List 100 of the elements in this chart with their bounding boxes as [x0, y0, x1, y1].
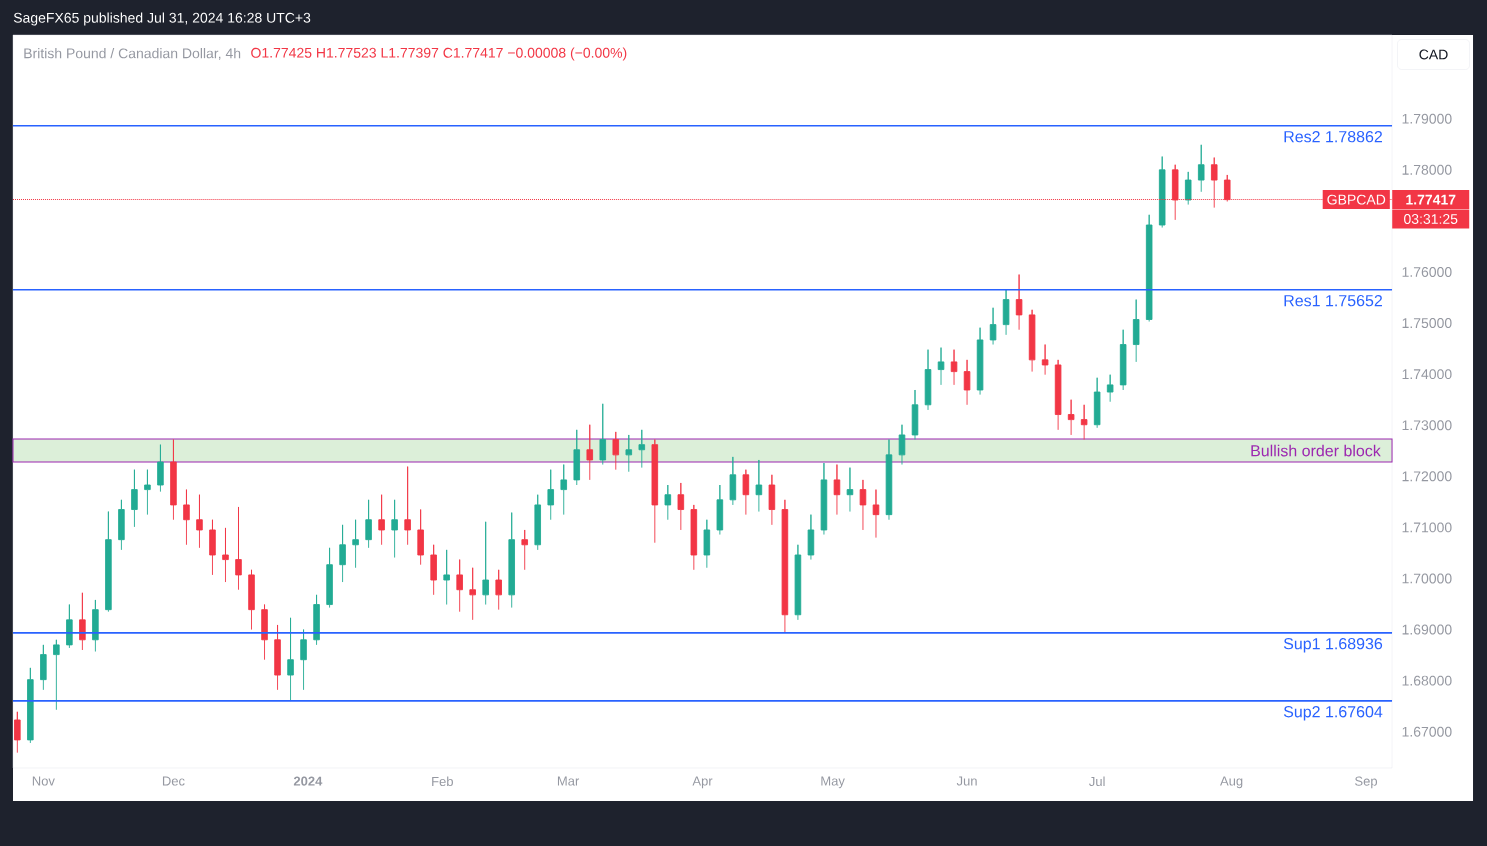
candlestick	[417, 509, 424, 566]
candlestick	[547, 469, 554, 521]
candlestick	[222, 527, 229, 583]
candlestick	[924, 349, 932, 411]
x-tick-label: Mar	[557, 776, 580, 786]
candlestick	[794, 544, 802, 621]
candlestick	[534, 494, 541, 551]
candlestick	[807, 514, 815, 561]
candlestick	[300, 629, 307, 691]
candlestick	[469, 567, 476, 621]
text: 1.77417	[1406, 194, 1456, 205]
y-tick-label: 1.70000	[1402, 573, 1452, 584]
candlestick	[1106, 374, 1114, 403]
candlestick	[209, 519, 216, 576]
candlestick	[430, 544, 437, 596]
candlestick	[66, 604, 73, 649]
band-label: Bullish order block	[1251, 444, 1381, 457]
candlestick	[105, 511, 112, 613]
x-tick-label: Nov	[32, 776, 55, 786]
y-tick-label: 1.71000	[1402, 522, 1452, 533]
candlestick	[235, 506, 242, 591]
candlestick	[92, 599, 99, 652]
candlestick	[1041, 344, 1049, 376]
candlestick	[378, 494, 385, 546]
y-tick-label: 1.72000	[1402, 471, 1452, 482]
ref-line-label: Sup1 1.68936	[1283, 638, 1383, 653]
x-tick-label: May	[821, 776, 845, 789]
ref-line-label: Res2 1.78862	[1284, 131, 1382, 143]
candlestick	[1002, 289, 1010, 336]
candlestick	[118, 499, 125, 551]
candlestick	[560, 464, 568, 516]
candlestick	[1015, 274, 1023, 331]
y-tick-label: 1.74000	[1402, 369, 1452, 380]
candlestick	[586, 424, 594, 481]
candlestick	[898, 424, 906, 466]
candlestick	[1197, 144, 1205, 193]
candlestick	[274, 624, 281, 691]
y-tick-label: 1.69000	[1402, 624, 1452, 635]
y-tick-label: 1.75000	[1402, 318, 1452, 329]
x-tick-label: Aug	[1220, 776, 1243, 789]
text: 03:31:25	[1404, 214, 1458, 224]
candlestick	[261, 604, 268, 661]
candlestick	[781, 499, 789, 634]
candlestick	[729, 456, 737, 506]
candlestick	[573, 429, 581, 486]
y-tick-label: 1.78000	[1402, 164, 1452, 175]
candlestick	[716, 484, 724, 536]
candlestick	[365, 499, 372, 549]
candlestick	[664, 484, 672, 521]
candlestick	[742, 469, 750, 516]
candlestick	[508, 512, 515, 609]
candlestick	[651, 439, 659, 544]
candlestick	[1028, 309, 1036, 373]
y-tick-label: 1.68000	[1402, 675, 1452, 686]
x-tick-label: Apr	[692, 776, 713, 789]
candlestick	[911, 389, 919, 440]
y-tick-label: 1.79000	[1402, 113, 1452, 124]
candlestick	[859, 479, 867, 531]
candlestick	[638, 429, 646, 469]
candlestick	[1184, 171, 1192, 206]
candlestick	[599, 403, 607, 466]
candlestick	[703, 519, 711, 569]
text: British Pound / Canadian Dollar, 4h	[24, 48, 241, 60]
y-tick-label: 1.76000	[1402, 267, 1452, 277]
candlestick	[976, 327, 984, 396]
candlestick	[1080, 404, 1088, 440]
candlestick	[989, 307, 997, 345]
candlestick	[846, 467, 854, 513]
candlestick	[950, 349, 958, 386]
ref-line-label: Res1 1.75652	[1284, 294, 1382, 307]
candlestick	[27, 667, 34, 744]
candlestick	[404, 466, 411, 546]
candlestick	[495, 569, 502, 611]
y-axis-title: CAD	[1419, 49, 1448, 60]
candlestick	[937, 347, 945, 386]
candlestick	[14, 711, 21, 754]
candlestick	[40, 644, 47, 691]
candlestick	[768, 474, 776, 526]
candlestick	[391, 499, 398, 558]
y-tick-label: 1.67000	[1402, 726, 1452, 737]
candlestick	[1132, 299, 1140, 363]
candlestick	[677, 482, 685, 531]
x-tick-label: Feb	[432, 776, 453, 787]
candlestick	[820, 462, 828, 536]
x-tick-label: Sep	[1355, 776, 1378, 789]
text: O1.77425 H1.77523 L1.77397 C1.77417 −0.00008 (−0.00%)	[251, 47, 627, 61]
candlestick	[963, 359, 971, 406]
y-tick-label: 1.73000	[1402, 420, 1452, 431]
text: SageFX65 published Jul 31, 2024 16:28 UTC+3	[13, 12, 311, 26]
candlestick	[196, 494, 203, 549]
candlestick	[144, 469, 151, 516]
candlestick	[326, 547, 333, 609]
x-tick-label: Dec	[162, 776, 185, 786]
candlestick	[1067, 399, 1075, 436]
candlestick	[248, 569, 255, 631]
ref-line-label: Sup2 1.67604	[1283, 706, 1383, 721]
candlestick	[131, 469, 138, 528]
candlestick	[1093, 377, 1101, 429]
candlestick	[170, 439, 177, 521]
candlestick	[287, 617, 294, 702]
